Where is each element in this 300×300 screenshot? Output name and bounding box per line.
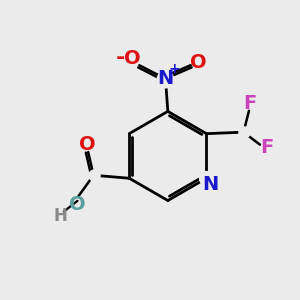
Text: F: F	[243, 94, 256, 113]
Text: H: H	[53, 207, 67, 225]
Text: O: O	[69, 195, 86, 214]
Text: +: +	[169, 62, 180, 76]
Text: N: N	[202, 175, 218, 194]
Text: -: -	[116, 48, 126, 68]
Text: N: N	[157, 69, 174, 88]
Text: O: O	[79, 135, 96, 154]
Text: O: O	[190, 52, 206, 71]
Text: O: O	[124, 49, 141, 68]
Text: F: F	[261, 138, 274, 157]
